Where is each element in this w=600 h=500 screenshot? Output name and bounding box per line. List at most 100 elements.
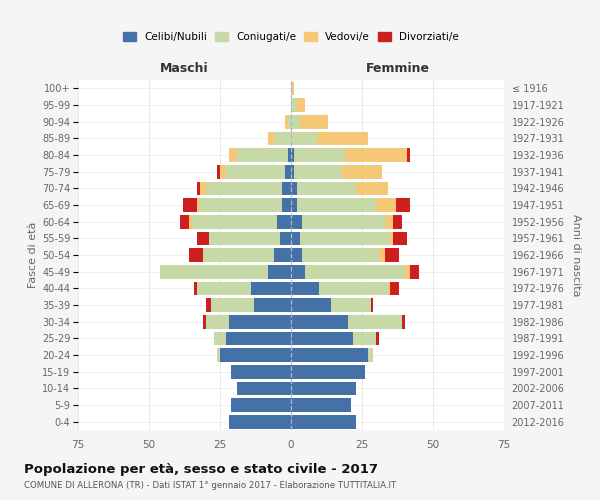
Bar	[291, 298, 331, 312]
Bar	[319, 282, 388, 295]
Bar	[203, 248, 274, 262]
Bar	[194, 282, 197, 295]
Bar	[317, 132, 368, 145]
Bar	[342, 165, 382, 178]
Bar	[189, 248, 203, 262]
Text: Femmine: Femmine	[365, 62, 430, 75]
Bar	[197, 282, 251, 295]
Bar	[226, 165, 286, 178]
Bar	[299, 232, 391, 245]
Bar	[217, 348, 220, 362]
Bar	[206, 182, 283, 195]
Bar	[291, 265, 305, 278]
Bar	[286, 165, 291, 178]
Bar	[331, 298, 371, 312]
Bar	[291, 115, 299, 128]
Text: COMUNE DI ALLERONA (TR) - Dati ISTAT 1° gennaio 2017 - Elaborazione TUTTITALIA.I: COMUNE DI ALLERONA (TR) - Dati ISTAT 1° …	[24, 481, 396, 490]
Bar	[305, 265, 404, 278]
Bar	[302, 215, 385, 228]
Bar	[229, 148, 237, 162]
Bar	[291, 382, 356, 395]
Bar	[291, 232, 299, 245]
Bar	[291, 165, 294, 178]
Bar	[189, 215, 191, 228]
Bar	[229, 315, 291, 328]
Bar	[283, 182, 291, 195]
Bar	[268, 265, 291, 278]
Bar	[294, 148, 345, 162]
Bar	[288, 115, 291, 128]
Bar	[197, 232, 209, 245]
Bar	[407, 148, 410, 162]
Bar	[385, 215, 393, 228]
Bar	[393, 215, 402, 228]
Bar	[296, 198, 376, 212]
Bar	[376, 332, 379, 345]
Bar	[214, 332, 226, 345]
Bar	[197, 182, 200, 195]
Bar	[391, 232, 393, 245]
Bar	[197, 198, 200, 212]
Bar	[294, 165, 342, 178]
Bar	[410, 265, 419, 278]
Bar	[299, 115, 328, 128]
Bar	[226, 332, 291, 345]
Bar	[402, 315, 404, 328]
Bar	[302, 248, 379, 262]
Bar	[209, 232, 280, 245]
Bar	[393, 232, 407, 245]
Bar	[277, 215, 291, 228]
Bar	[232, 365, 291, 378]
Bar	[356, 182, 388, 195]
Bar	[237, 148, 288, 162]
Y-axis label: Anni di nascita: Anni di nascita	[571, 214, 581, 296]
Bar	[200, 198, 283, 212]
Bar	[291, 282, 319, 295]
Bar	[268, 132, 274, 145]
Bar	[291, 182, 296, 195]
Bar	[291, 248, 302, 262]
Bar	[396, 198, 410, 212]
Bar	[296, 98, 305, 112]
Bar	[200, 182, 206, 195]
Bar	[368, 348, 373, 362]
Bar	[371, 298, 373, 312]
Bar	[286, 115, 288, 128]
Bar	[220, 348, 291, 362]
Bar	[160, 265, 268, 278]
Bar	[385, 248, 399, 262]
Bar	[379, 248, 385, 262]
Y-axis label: Fasce di età: Fasce di età	[28, 222, 38, 288]
Bar	[206, 315, 229, 328]
Bar	[183, 198, 197, 212]
Bar	[291, 315, 348, 328]
Bar	[291, 148, 294, 162]
Bar	[220, 165, 226, 178]
Bar	[254, 298, 291, 312]
Bar	[283, 198, 291, 212]
Legend: Celibi/Nubili, Coniugati/e, Vedovi/e, Divorziati/e: Celibi/Nubili, Coniugati/e, Vedovi/e, Di…	[120, 29, 462, 46]
Bar	[388, 282, 391, 295]
Bar	[180, 215, 189, 228]
Text: Popolazione per età, sesso e stato civile - 2017: Popolazione per età, sesso e stato civil…	[24, 462, 378, 475]
Bar	[291, 215, 302, 228]
Bar	[203, 315, 206, 328]
Bar	[237, 382, 291, 395]
Bar	[353, 332, 376, 345]
Bar	[211, 298, 254, 312]
Bar	[391, 282, 399, 295]
Bar	[291, 332, 353, 345]
Bar	[274, 248, 291, 262]
Bar	[291, 82, 294, 95]
Bar	[296, 182, 356, 195]
Bar	[291, 198, 296, 212]
Bar	[206, 298, 211, 312]
Bar	[376, 198, 396, 212]
Bar	[232, 398, 291, 412]
Bar	[291, 98, 296, 112]
Bar	[345, 148, 407, 162]
Bar	[291, 365, 365, 378]
Bar	[288, 148, 291, 162]
Bar	[404, 265, 410, 278]
Bar	[348, 315, 402, 328]
